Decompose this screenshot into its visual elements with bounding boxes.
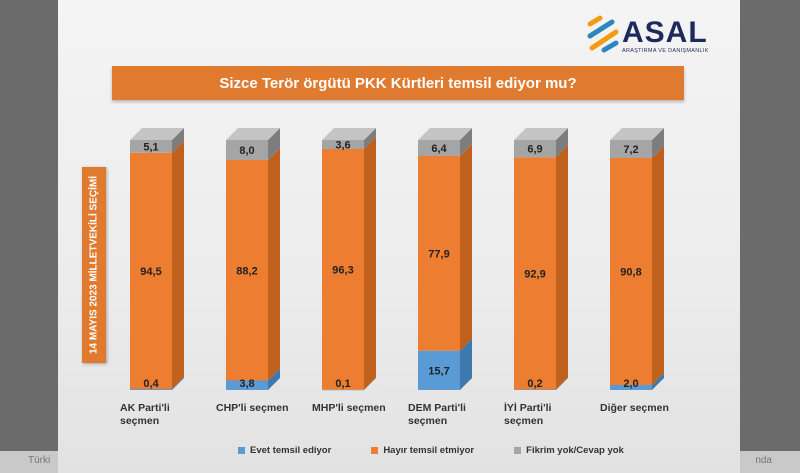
legend-item: Hayır temsil etmiyor (371, 445, 474, 456)
bar-side-0-0 (172, 377, 184, 390)
bar-segment-2-2 (322, 140, 364, 149)
category-label: MHP'li seçmen (312, 402, 386, 414)
data-label-0-0: 0,4 (143, 378, 159, 390)
bar-segment-2-5 (610, 140, 652, 158)
bar-side-0-2 (364, 377, 376, 390)
category-label: AK Parti'li seçmen (120, 402, 170, 427)
bar-segment-0-5 (610, 385, 652, 390)
legend-swatch (238, 447, 245, 454)
category-label: DEM Parti'li seçmen (408, 402, 466, 427)
legend-label: Evet temsil ediyor (250, 445, 332, 456)
bar-side-1-5 (652, 146, 664, 385)
bar-side-2-4 (556, 128, 568, 158)
bar-segment-1-5 (610, 158, 652, 385)
bar-segment-2-0 (130, 140, 172, 153)
background-left (0, 0, 58, 473)
bar-side-1-2 (364, 137, 376, 390)
data-label-1-1: 88,2 (236, 265, 257, 277)
data-label-1-0: 94,5 (140, 266, 161, 278)
bar-segment-1-1 (226, 160, 268, 381)
data-label-0-4: 0,2 (527, 378, 542, 390)
bar-side-2-5 (652, 128, 664, 158)
logo-name: ASAL (622, 16, 708, 49)
bar-segment-1-4 (514, 157, 556, 390)
data-label-1-4: 92,9 (524, 268, 545, 280)
legend-item: Evet temsil ediyor (238, 445, 331, 456)
bar-side-1-3 (460, 144, 472, 351)
bar-segment-2-3 (418, 140, 460, 156)
background-text-right: nda (755, 455, 772, 466)
data-label-2-5: 7,2 (623, 144, 638, 156)
logo-mark-icon (587, 15, 619, 53)
bar-segment-0-4 (514, 389, 556, 390)
logo-tagline: ARAŞTIRMA VE DANIŞMANLIK (622, 48, 709, 54)
bar-segment-1-2 (322, 149, 364, 390)
data-label-2-0: 5,1 (143, 141, 158, 153)
data-label-2-1: 8,0 (239, 145, 254, 157)
bar-side-2-2 (364, 128, 376, 149)
bar-top-5 (610, 128, 664, 140)
data-label-1-3: 77,9 (428, 248, 449, 260)
legend-item: Fikrim yok/Cevap yok (514, 445, 624, 456)
legend-swatch (514, 447, 522, 454)
category-label: İYİ Parti'li seçmen (504, 402, 552, 427)
stacked-bar-chart: 0,4 94,5 5,1 3,8 88,2 8,0 0,1 96,3 3,6 15,7 77,9 6,… (130, 128, 664, 391)
bar-top-0 (130, 128, 184, 140)
bar-side-2-3 (460, 128, 472, 156)
slide: ASAL ARAŞTIRMA VE DANIŞMANLIK Sizce Terö… (58, 0, 740, 473)
bar-side-0-4 (556, 377, 568, 390)
data-label-0-5: 2,0 (623, 378, 638, 390)
background-text-left: Türki (28, 455, 51, 466)
data-label-0-1: 3,8 (239, 378, 254, 390)
bar-segment-0-1 (226, 380, 268, 390)
bar-side-2-1 (268, 128, 280, 160)
bar-side-0-5 (652, 373, 664, 390)
data-label-0-3: 15,7 (428, 365, 449, 377)
data-label-2-4: 6,9 (527, 144, 542, 156)
bar-top-1 (226, 128, 280, 140)
legend-label: Hayır temsil etmiyor (383, 445, 475, 456)
category-label: CHP'li seçmen (216, 402, 289, 414)
side-label: 14 MAYIS 2023 MİLLETVEKİLİ SEÇİMİ (82, 167, 106, 363)
bar-top-2 (322, 128, 376, 140)
data-label-1-5: 90,8 (620, 267, 641, 279)
bar-side-1-4 (556, 145, 568, 390)
chart-title-bar: Sizce Terör örgütü PKK Kürtleri temsil e… (112, 66, 684, 100)
chart-title: Sizce Terör örgütü PKK Kürtleri temsil e… (219, 74, 577, 92)
legend-label: Fikrim yok/Cevap yok (526, 445, 624, 456)
background-right (740, 0, 800, 473)
asal-logo: ASAL ARAŞTIRMA VE DANIŞMANLIK (586, 14, 736, 58)
bar-side-2-0 (172, 128, 184, 153)
bar-side-1-0 (172, 140, 184, 389)
bar-segment-0-0 (130, 389, 172, 390)
bar-side-0-3 (460, 338, 472, 390)
data-label-2-3: 6,4 (431, 143, 447, 155)
category-label: Diğer seçmen (600, 402, 669, 414)
bar-segment-1-0 (130, 152, 172, 389)
bar-top-4 (514, 128, 568, 140)
bar-top-3 (418, 128, 472, 140)
bar-segment-2-4 (514, 140, 556, 158)
legend-swatch (371, 447, 379, 454)
data-label-1-2: 96,3 (332, 264, 353, 276)
bar-segment-0-2 (322, 389, 364, 391)
data-label-2-2: 3,6 (335, 140, 350, 152)
legend: Evet temsil ediyor Hayır temsil etmiyor Fi… (238, 445, 624, 456)
bar-side-0-1 (268, 368, 280, 390)
data-label-0-2: 0,1 (335, 378, 350, 390)
bar-segment-0-3 (418, 350, 460, 390)
bar-segment-1-3 (418, 156, 460, 351)
bar-segment-2-1 (226, 140, 268, 160)
bar-side-1-1 (268, 148, 280, 381)
